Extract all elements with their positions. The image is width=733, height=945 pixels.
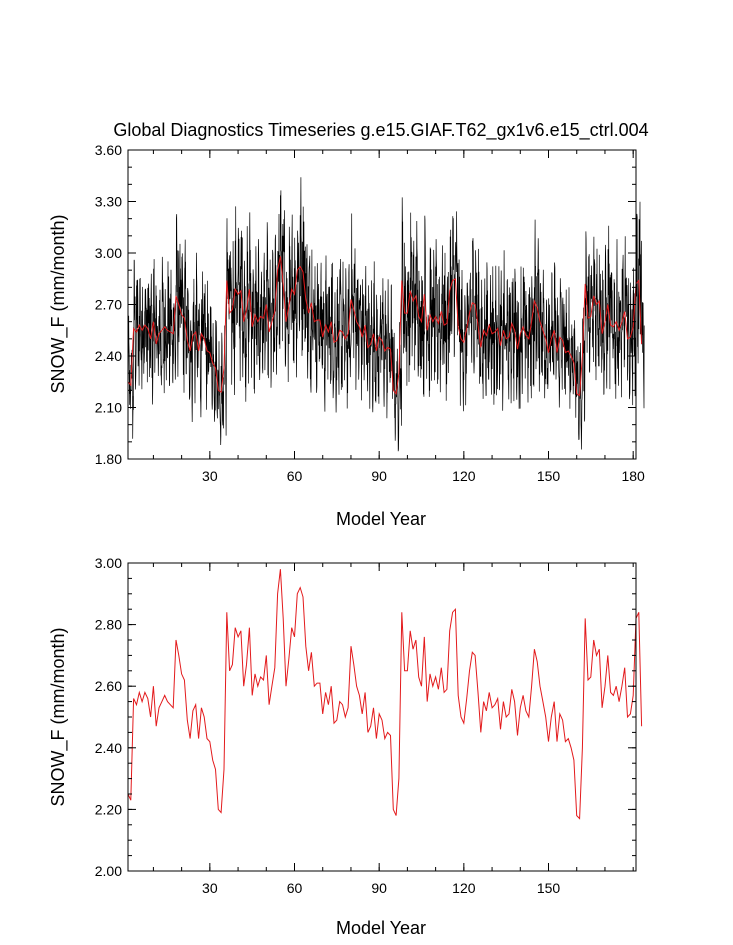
- x-tick-label: 120: [452, 468, 476, 484]
- bottom-y-axis-label: SNOW_F (mm/month): [48, 627, 69, 806]
- x-tick-label: 90: [371, 468, 387, 484]
- top-y-axis-label: SNOW_F (mm/month): [48, 214, 69, 393]
- y-tick-label: 2.00: [95, 863, 122, 879]
- annual-mean-line: [127, 256, 643, 397]
- x-tick-label: 150: [537, 880, 561, 896]
- bottom-x-axis-label: Model Year: [336, 918, 426, 938]
- x-tick-label: 60: [287, 468, 303, 484]
- y-tick-label: 2.40: [95, 348, 122, 364]
- bottom-ticks: [128, 562, 636, 872]
- x-tick-label: 60: [287, 880, 303, 896]
- top-chart: Global Diagnostics Timeseries g.e15.GIAF…: [48, 120, 649, 529]
- y-tick-label: 2.20: [95, 801, 122, 817]
- top-monthly-series: [127, 177, 645, 452]
- y-tick-label: 1.80: [95, 451, 122, 467]
- y-tick-label: 3.00: [95, 555, 122, 571]
- bottom-chart: 2.00 2.20 2.40 2.60 2.80 3.00 30 60 90 120 150 Mo…: [48, 555, 643, 938]
- bottom-x-tick-labels: 30 60 90 120 150: [202, 880, 560, 896]
- y-tick-label: 3.00: [95, 245, 122, 261]
- y-tick-label: 3.60: [95, 142, 122, 158]
- y-tick-label: 3.30: [95, 194, 122, 210]
- x-tick-label: 120: [452, 880, 476, 896]
- top-chart-title: Global Diagnostics Timeseries g.e15.GIAF…: [113, 120, 648, 141]
- x-tick-label: 180: [621, 468, 645, 484]
- top-ticks: [128, 149, 636, 460]
- x-tick-label: 30: [202, 880, 218, 896]
- top-annual-series: [127, 256, 643, 397]
- y-tick-label: 2.80: [95, 617, 122, 633]
- y-tick-label: 2.40: [95, 740, 122, 756]
- x-tick-label: 90: [371, 880, 387, 896]
- y-tick-label: 2.70: [95, 297, 122, 313]
- x-tick-label: 150: [537, 468, 561, 484]
- y-tick-label: 2.10: [95, 400, 122, 416]
- monthly-line: [127, 177, 645, 452]
- top-y-tick-labels: 1.80 2.10 2.40 2.70 3.00 3.30 3.60: [95, 142, 122, 467]
- top-x-axis-label: Model Year: [336, 509, 426, 529]
- y-tick-label: 2.60: [95, 678, 122, 694]
- top-x-tick-labels: 30 60 90 120 150 180: [202, 468, 645, 484]
- x-tick-label: 30: [202, 468, 218, 484]
- bottom-annual-series: [127, 569, 643, 820]
- annual-mean-line: [127, 569, 643, 820]
- bottom-y-tick-labels: 2.00 2.20 2.40 2.60 2.80 3.00: [95, 555, 122, 879]
